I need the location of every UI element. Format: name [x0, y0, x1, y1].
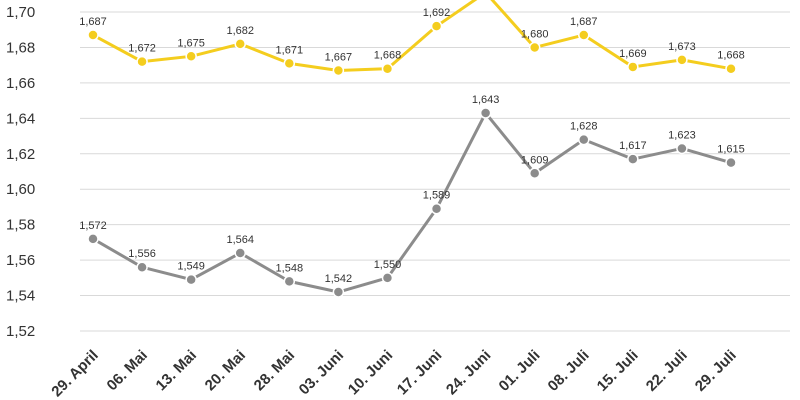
data-label-lower: 1,617 — [619, 140, 647, 152]
data-point-upper — [430, 20, 443, 32]
data-label-lower: 1,549 — [177, 261, 205, 273]
x-tick-label: 29. April — [48, 347, 101, 400]
data-label-layer: 1,687 1,672 1,675 1,682 1,671 1,667 1,668 1,692… — [79, 7, 745, 285]
data-point-upper — [332, 64, 345, 77]
data-label-lower: 1,548 — [276, 262, 304, 274]
data-point-lower — [725, 156, 737, 169]
data-label-upper: 1,692 — [423, 7, 451, 19]
data-label-upper: 1,668 — [374, 50, 402, 62]
y-tick-label: 1,66 — [6, 75, 35, 92]
data-point-upper — [676, 54, 688, 66]
data-label-lower: 1,556 — [128, 248, 156, 260]
x-tick-label: 01. Juli — [496, 347, 544, 395]
data-label-upper: 1,672 — [128, 43, 156, 55]
data-point-upper — [578, 29, 590, 41]
y-tick-label: 1,64 — [6, 110, 35, 127]
data-point-lower — [430, 202, 443, 215]
series-line-lower — [91, 111, 733, 294]
data-label-upper: 1,669 — [619, 48, 647, 60]
data-point-lower — [332, 286, 345, 298]
data-label-upper: 1,667 — [325, 51, 353, 63]
x-tick-label: 15. Juli — [594, 347, 642, 395]
data-label-upper: 1,671 — [276, 44, 304, 56]
x-tick-label: 03. Juni — [296, 347, 348, 399]
data-label-upper: 1,668 — [717, 50, 745, 62]
y-tick-label: 1,58 — [6, 217, 35, 234]
data-point-lower — [381, 272, 394, 284]
y-tick-label: 1,60 — [6, 181, 35, 198]
x-tick-label: 10. Juni — [345, 347, 397, 399]
data-label-lower: 1,572 — [79, 220, 107, 232]
data-point-upper — [528, 41, 541, 54]
data-point-lower — [627, 153, 639, 165]
y-tick-label: 1,52 — [6, 323, 35, 340]
y-tick-label: 1,56 — [6, 252, 35, 269]
data-point-upper — [136, 55, 148, 68]
data-point-upper — [185, 50, 197, 63]
data-label-lower: 1,615 — [717, 144, 745, 156]
data-label-lower: 1,643 — [472, 94, 500, 106]
data-label-lower: 1,628 — [570, 121, 598, 133]
data-point-lower — [283, 275, 296, 288]
data-label-upper: 1,682 — [226, 25, 254, 37]
y-tick-label: 1,62 — [6, 146, 35, 163]
x-tick-label: 17. Juni — [394, 347, 446, 399]
data-label-lower: 1,589 — [423, 190, 451, 202]
y-tick-label: 1,68 — [6, 39, 35, 56]
data-point-upper — [725, 62, 737, 75]
data-label-upper: 1,675 — [177, 37, 205, 49]
data-label-upper: 1,680 — [521, 28, 549, 40]
y-axis-ticks: 1,52 1,54 1,56 1,58 1,60 1,62 1,64 1,66 1,68 1,70 — [6, 4, 35, 340]
x-tick-label: 13. Mai — [153, 347, 200, 394]
y-tick-label: 1,70 — [6, 4, 35, 21]
x-tick-label: 29. Juli — [692, 347, 740, 395]
data-point-lower — [578, 133, 590, 146]
data-point-upper — [87, 29, 99, 41]
x-tick-label: 28. Mai — [251, 347, 298, 394]
data-point-upper — [627, 61, 639, 73]
data-point-lower — [234, 247, 246, 259]
series-layer — [87, 0, 737, 298]
y-tick-label: 1,54 — [6, 288, 35, 305]
data-point-lower — [479, 107, 492, 119]
data-point-upper — [283, 57, 296, 70]
x-tick-label: 20. Mai — [202, 347, 249, 394]
series-line-upper — [91, 0, 733, 72]
data-point-lower — [87, 233, 99, 245]
data-label-lower: 1,564 — [226, 234, 254, 246]
data-label-lower: 1,550 — [374, 259, 402, 271]
data-point-upper — [234, 38, 246, 50]
data-point-lower — [528, 167, 541, 180]
data-label-upper: 1,687 — [570, 16, 598, 28]
x-tick-label: 08. Juli — [545, 347, 593, 395]
data-point-lower — [676, 142, 688, 155]
grid-layer — [80, 11, 790, 332]
data-label-lower: 1,609 — [521, 154, 549, 166]
x-tick-label: 22. Juli — [643, 347, 691, 395]
data-label-lower: 1,542 — [325, 273, 353, 285]
x-axis-ticks: 29. April 06. Mai 13. Mai 20. Mai 28. Mai03.… — [48, 347, 739, 400]
data-point-upper — [381, 62, 394, 75]
data-point-lower — [185, 273, 197, 286]
x-tick-label: 24. Juni — [443, 347, 495, 399]
data-label-upper: 1,687 — [79, 16, 107, 28]
data-label-lower: 1,623 — [668, 129, 696, 141]
data-label-upper: 1,673 — [668, 41, 696, 53]
x-tick-label: 06. Mai — [104, 347, 151, 394]
data-point-lower — [136, 261, 148, 273]
